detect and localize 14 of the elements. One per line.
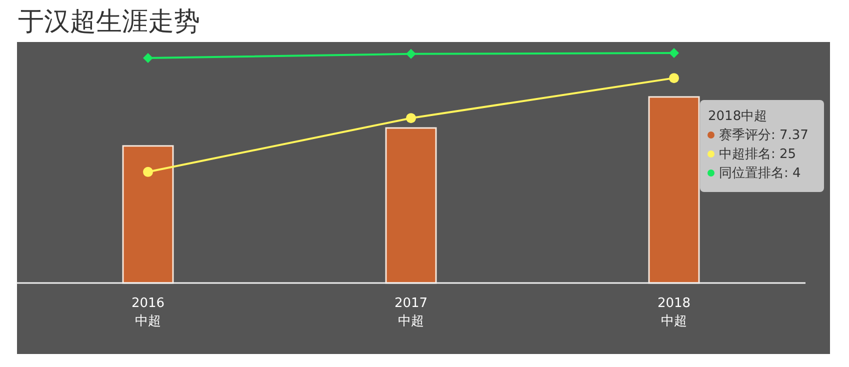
point: [143, 53, 153, 64]
chart-title: 于汉超生涯走势: [18, 7, 200, 37]
x-tick-label: 2017 中超: [394, 296, 428, 329]
x-tick-label: 2016 中超: [131, 296, 165, 329]
annotation: 赛季评分: 7.37: [719, 127, 808, 143]
annotation: 同位置排名: 4: [719, 166, 801, 181]
point: [143, 166, 153, 177]
point: [406, 113, 416, 124]
annotation: 2018中超: [708, 109, 768, 124]
point: [669, 48, 679, 58]
point: [669, 73, 679, 84]
point: [406, 48, 416, 59]
x-tick-label: 2018 中超: [657, 296, 691, 329]
annotation: 中超排名: 25: [719, 147, 796, 162]
